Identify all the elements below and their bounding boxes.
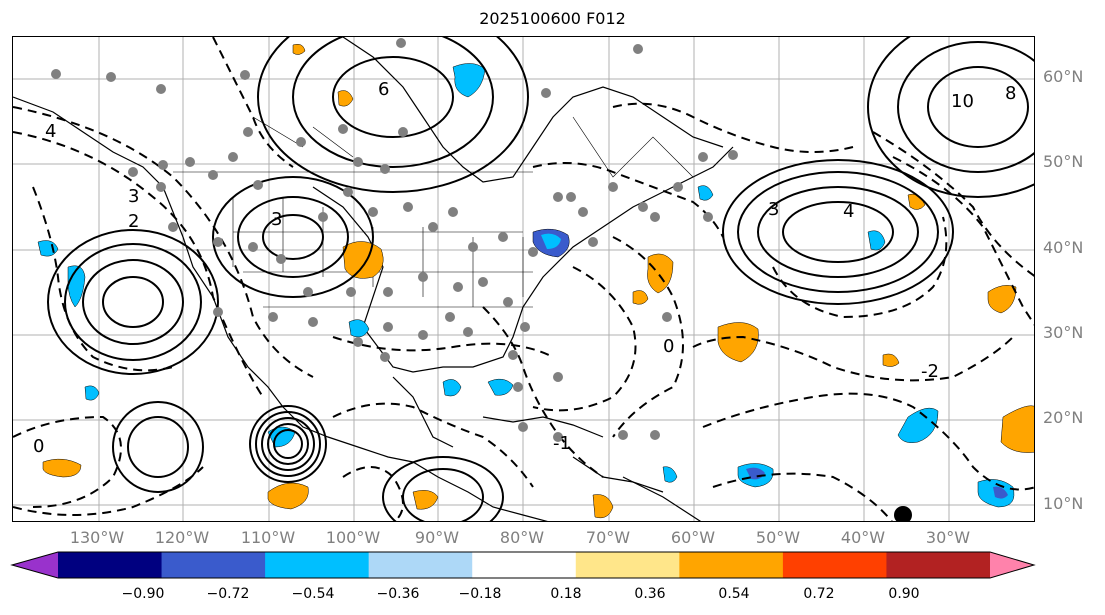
contour-label: -2 (921, 361, 939, 382)
colorbar-segment (472, 552, 577, 578)
graticule (13, 37, 1034, 521)
lat-label: 10°N (1043, 494, 1084, 513)
colorbar-tick: −0.72 (206, 586, 250, 602)
colorbar-outline (10, 551, 1036, 579)
colorbar-tick: 0.18 (550, 586, 582, 602)
colorbar-tick: 0.72 (803, 586, 835, 602)
contour-label: 3 (128, 186, 139, 207)
lon-label: 120°W (154, 528, 210, 547)
colorbar-segment (575, 552, 680, 578)
colorbar-segment (161, 552, 266, 578)
lat-label: 50°N (1043, 152, 1084, 171)
contour-label: 3 (271, 209, 282, 230)
lat-label: 40°N (1043, 238, 1084, 257)
lat-label: 30°N (1043, 323, 1084, 342)
shaded-anomaly-field (37, 44, 1034, 519)
station-markers (51, 38, 738, 442)
contour-label: 0 (33, 436, 44, 457)
solid-contours (47, 37, 1034, 521)
colorbar-tick: 0.90 (888, 586, 920, 602)
colorbar-segment (679, 552, 784, 578)
colorbar-tick: −0.18 (458, 586, 502, 602)
contour-label: 8 (1005, 83, 1016, 104)
lon-label: 70°W (585, 528, 631, 547)
contour-label: 10 (951, 91, 974, 112)
lon-label: 130°W (69, 528, 125, 547)
map-panel: 6 3 2 3 4 4 3 10 8 0 0 -1 -2 (12, 36, 1035, 522)
lon-label: 50°W (755, 528, 801, 547)
map-canvas: 6 3 2 3 4 4 3 10 8 0 0 -1 -2 (13, 37, 1034, 521)
contour-label: 3 (768, 199, 779, 220)
colorbar-tick: 0.36 (634, 586, 666, 602)
lon-label: 110°W (240, 528, 296, 547)
contour-label: 6 (378, 79, 389, 100)
lon-label: 90°W (414, 528, 460, 547)
contour-label: 2 (128, 211, 139, 232)
coastlines (13, 37, 734, 521)
colorbar-tick: −0.36 (376, 586, 420, 602)
contour-label: -1 (553, 433, 571, 454)
colorbar-segment (368, 552, 473, 578)
map-title: 2025100600 F012 (479, 9, 626, 28)
colorbar-segment (886, 552, 991, 578)
lon-label: 30°W (925, 528, 971, 547)
contour-labels: 6 3 2 3 4 4 3 10 8 0 0 -1 -2 (33, 79, 1016, 457)
colorbar-extend-low (12, 552, 58, 578)
lon-label: 60°W (670, 528, 716, 547)
lon-label: 40°W (840, 528, 886, 547)
colorbar-tick: −0.54 (291, 586, 335, 602)
colorbar (10, 551, 1036, 579)
contour-label: 4 (843, 201, 854, 222)
lat-label: 20°N (1043, 408, 1084, 427)
colorbar-tick: 0.54 (718, 586, 750, 602)
colorbar-segment (265, 552, 370, 578)
lon-label: 80°W (499, 528, 545, 547)
colorbar-tick: −0.90 (121, 586, 165, 602)
lat-label: 60°N (1043, 67, 1084, 86)
contour-label: 4 (45, 121, 56, 142)
lon-label: 100°W (325, 528, 381, 547)
position-marker (894, 506, 912, 521)
dashed-contours (13, 37, 1034, 521)
colorbar-segment (58, 552, 163, 578)
colorbar-extend-high (990, 552, 1034, 578)
contour-label: 0 (663, 336, 674, 357)
colorbar-segment (782, 552, 887, 578)
